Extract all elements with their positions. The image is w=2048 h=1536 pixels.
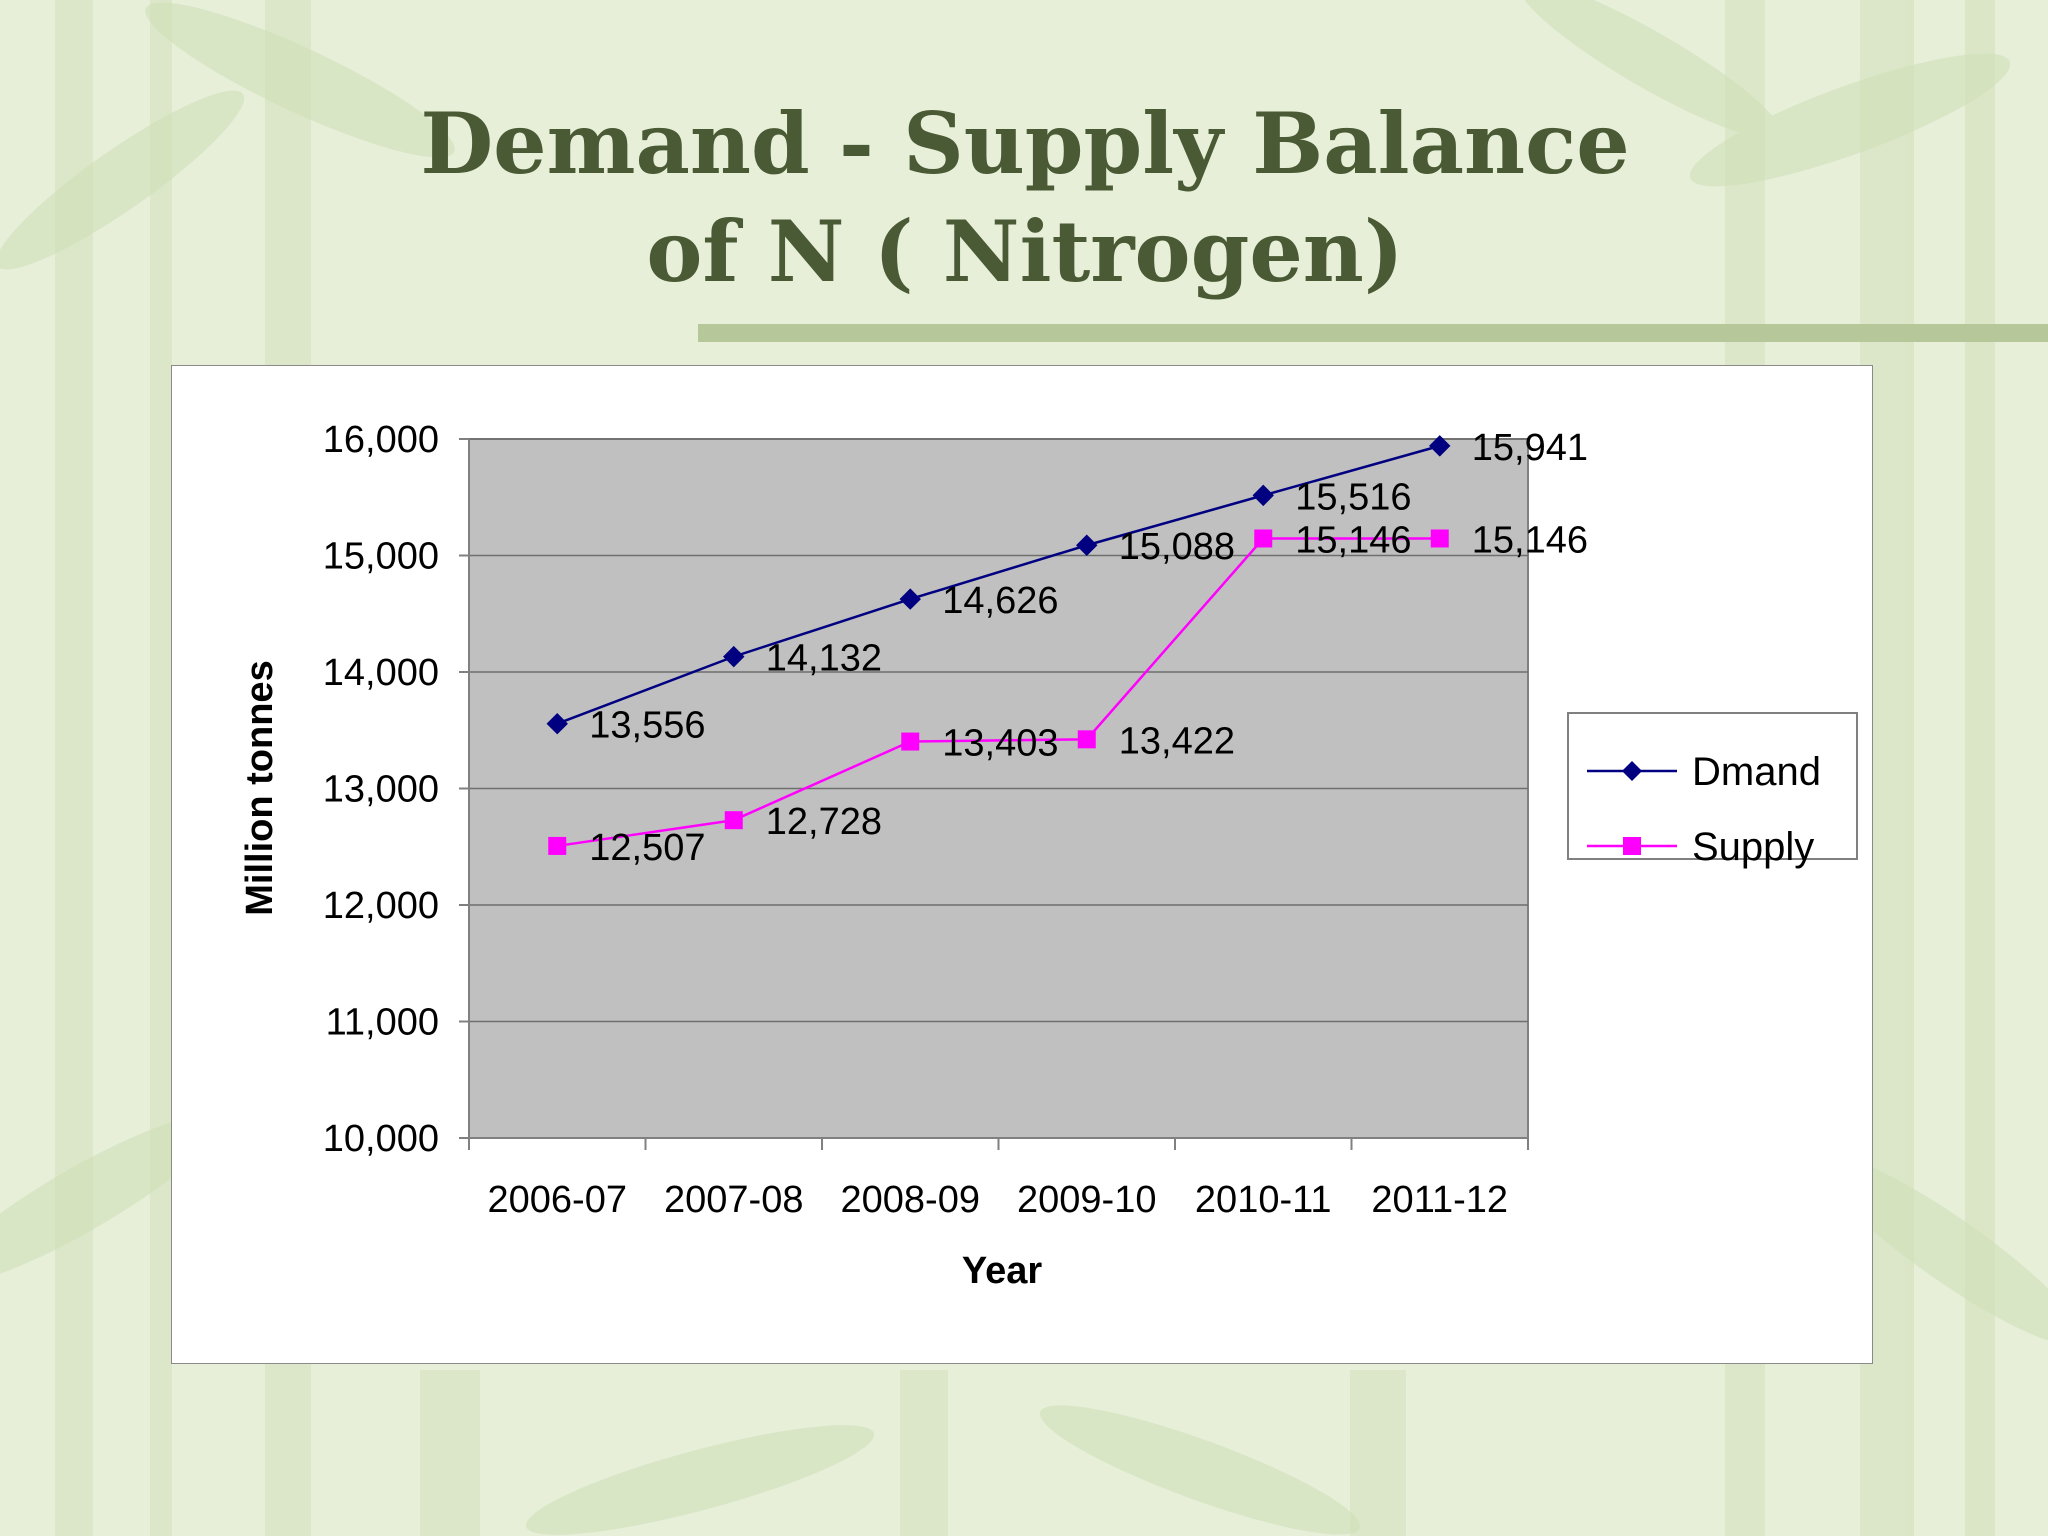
supply-point — [724, 811, 743, 830]
legend-diamond-marker — [1622, 761, 1642, 781]
chart-frame: 10,000 11,000 12,000 13,000 14,000 15,000 16,0… — [171, 365, 1873, 1364]
slide-title-line-1: Demand - Supply Balance — [420, 94, 1630, 193]
demand-point — [1076, 534, 1098, 556]
demand-point — [1252, 484, 1274, 507]
x-tick-label: 2006-07 — [488, 1179, 627, 1221]
legend-label: Dmand — [1692, 750, 1821, 794]
legend: Dmand Supply — [1567, 712, 1858, 869]
data-label: 12,507 — [589, 827, 705, 869]
data-label: 15,516 — [1295, 476, 1411, 518]
y-tick-label: 13,000 — [323, 769, 439, 811]
demand-point — [899, 588, 921, 610]
data-label: 14,626 — [942, 580, 1058, 622]
supply-point — [1254, 529, 1273, 548]
data-label: 15,941 — [1472, 427, 1588, 469]
title-divider — [698, 324, 2048, 342]
y-tick-label: 12,000 — [323, 885, 439, 927]
y-tick-label: 14,000 — [323, 652, 439, 694]
series-line-dmand — [556, 444, 1441, 725]
data-label: 14,132 — [766, 638, 882, 680]
supply-point — [1077, 730, 1096, 749]
data-label: 15,088 — [1119, 526, 1235, 568]
data-label: 15,146 — [1472, 519, 1588, 561]
x-tick-label: 2011-12 — [1371, 1179, 1508, 1221]
data-label: 13,556 — [589, 705, 705, 747]
x-tick-label: 2009-10 — [1017, 1179, 1156, 1221]
line-chart: 10,000 11,000 12,000 13,000 14,000 15,000 16,0… — [239, 419, 1858, 1292]
slide-title-line-2: of N ( Nitrogen) — [646, 202, 1404, 301]
legend-square-marker — [1623, 837, 1641, 855]
supply-point — [548, 836, 567, 855]
x-tick-label: 2010-11 — [1195, 1179, 1332, 1221]
data-label: 12,728 — [766, 801, 882, 843]
y-axis-title: Million tonnes — [239, 660, 281, 915]
x-tick-label: 2007-08 — [664, 1179, 803, 1221]
demand-point — [546, 713, 568, 735]
data-label: 15,146 — [1295, 519, 1411, 561]
data-label: 13,422 — [1119, 720, 1235, 762]
y-tick-label: 15,000 — [323, 536, 439, 578]
supply-point — [1430, 529, 1449, 548]
legend-box — [1567, 712, 1858, 860]
series-line-supply — [557, 537, 1440, 848]
legend-label: Supply — [1692, 825, 1814, 869]
data-label: 13,403 — [942, 723, 1058, 765]
y-tick-label: 10,000 — [323, 1118, 439, 1160]
y-tick-label: 11,000 — [326, 1002, 439, 1044]
x-axis-title: Year — [962, 1250, 1043, 1292]
demand-point — [1429, 435, 1451, 457]
demand-point — [723, 645, 745, 668]
x-tick-label: 2008-09 — [841, 1179, 980, 1221]
y-tick-label: 16,000 — [323, 419, 439, 461]
slide-title: Demand - Supply Balance of N ( Nitrogen) — [200, 90, 1850, 306]
supply-point — [901, 732, 920, 751]
